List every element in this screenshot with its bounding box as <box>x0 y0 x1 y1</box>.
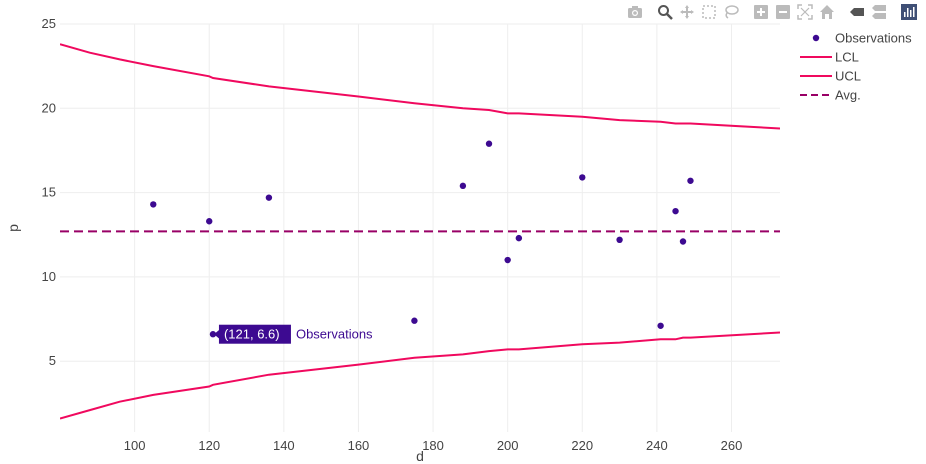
x-tick-label: 180 <box>422 438 444 453</box>
lasso-select-icon[interactable] <box>720 2 742 22</box>
observation-point[interactable] <box>265 194 273 201</box>
legend-item[interactable]: Observations <box>812 31 912 46</box>
observation-point[interactable] <box>515 234 523 242</box>
modebar <box>624 2 920 22</box>
hover-compare-icon[interactable] <box>868 2 890 22</box>
x-tick-label: 140 <box>273 438 295 453</box>
y-axis-ticks: 5 10 15 20 25 <box>42 16 56 368</box>
observation-point[interactable] <box>504 256 511 264</box>
observation-point[interactable] <box>209 331 217 338</box>
observation-point[interactable] <box>459 182 467 190</box>
hover-tooltip: (121, 6.6) Observations <box>213 324 373 344</box>
zoom-out-icon[interactable] <box>772 2 794 22</box>
zoom-icon[interactable] <box>654 2 676 22</box>
legend-item[interactable]: Avg. <box>800 88 861 103</box>
x-tick-label: 200 <box>497 438 519 453</box>
spike-lines-icon[interactable] <box>846 2 868 22</box>
zoom-in-icon[interactable] <box>750 2 772 22</box>
x-tick-label: 160 <box>348 438 370 453</box>
observation-point[interactable] <box>206 218 213 225</box>
x-tick-label: 100 <box>124 438 146 453</box>
grid-lines <box>60 23 780 432</box>
tooltip-value: (121, 6.6) <box>224 327 280 342</box>
legend-label: Avg. <box>835 88 861 103</box>
legend-item[interactable]: UCL <box>800 69 861 84</box>
observation-point[interactable] <box>411 317 418 324</box>
x-tick-label: 220 <box>571 438 593 453</box>
x-axis-title: d <box>416 448 424 464</box>
tooltip-series-name: Observations <box>296 327 373 342</box>
legend[interactable]: Observations LCL UCL Avg. <box>800 31 912 103</box>
y-tick-label: 15 <box>42 185 56 200</box>
y-tick-label: 25 <box>42 16 56 31</box>
x-axis-ticks: 100 120 140 160 180 200 220 240 260 <box>124 438 743 453</box>
y-tick-label: 20 <box>42 100 56 115</box>
tooltip-pointer <box>213 329 220 340</box>
legend-label: LCL <box>835 50 859 65</box>
tooltip-box <box>218 324 291 344</box>
plotly-logo-icon[interactable] <box>898 2 920 22</box>
box-select-icon[interactable] <box>698 2 720 22</box>
legend-item[interactable]: LCL <box>800 50 859 65</box>
observation-point[interactable] <box>616 236 623 244</box>
y-tick-label: 5 <box>49 353 56 368</box>
observation-point[interactable] <box>579 174 586 181</box>
observation-point[interactable] <box>687 177 694 184</box>
pan-icon[interactable] <box>676 2 698 22</box>
y-axis-title: p <box>5 224 21 232</box>
observation-point[interactable] <box>150 201 157 208</box>
series-ucl-line <box>60 43 780 130</box>
series-lcl-line <box>60 331 780 420</box>
observation-point[interactable] <box>657 322 664 329</box>
legend-label: Observations <box>835 31 912 46</box>
autoscale-icon[interactable] <box>794 2 816 22</box>
plot-series <box>60 43 780 420</box>
x-tick-label: 240 <box>646 438 668 453</box>
observation-point[interactable] <box>672 207 679 215</box>
camera-icon[interactable] <box>624 2 646 22</box>
x-tick-label: 260 <box>721 438 743 453</box>
y-tick-label: 10 <box>42 269 56 284</box>
observation-point[interactable] <box>485 140 493 147</box>
legend-label: UCL <box>835 69 861 84</box>
x-tick-label: 120 <box>198 438 220 453</box>
legend-marker <box>812 34 820 42</box>
reset-axes-icon[interactable] <box>816 2 838 22</box>
observation-point[interactable] <box>679 238 687 245</box>
